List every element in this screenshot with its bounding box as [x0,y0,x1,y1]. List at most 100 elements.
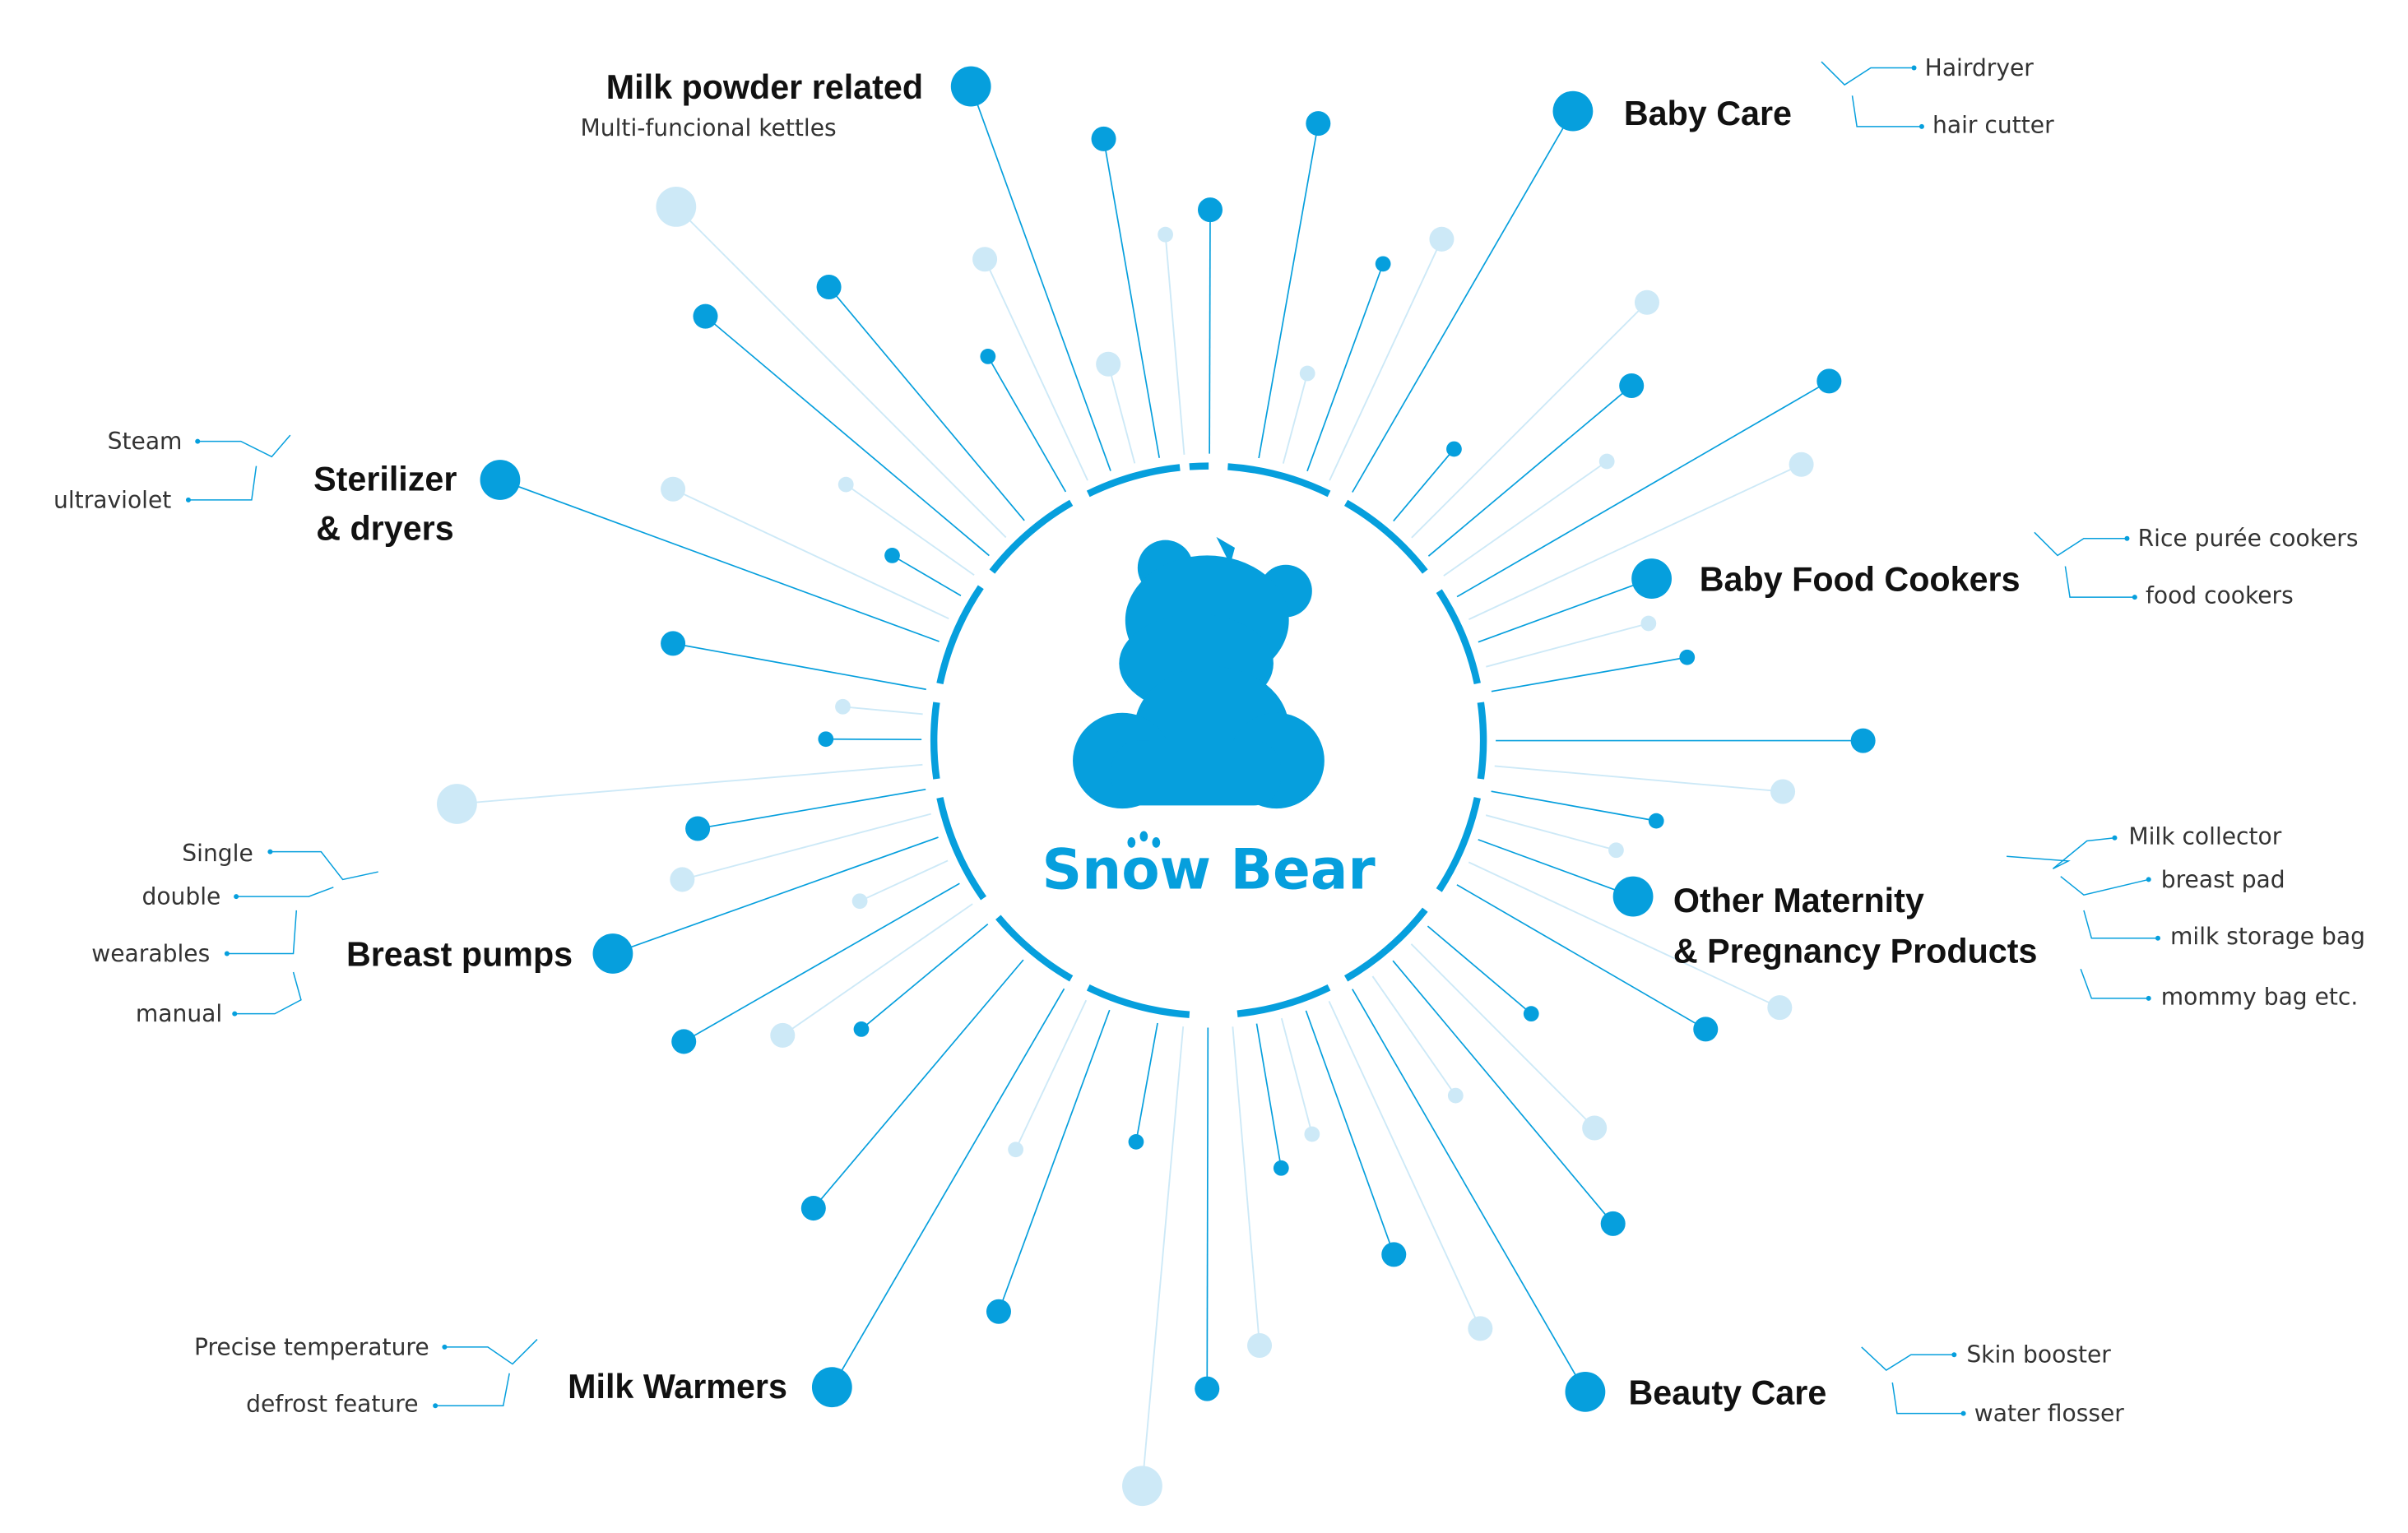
category-item: breast pad [2161,866,2285,893]
connector-line [2080,968,2149,999]
ray-dot [1273,1160,1289,1176]
ray-dot [1247,1333,1273,1359]
ray [671,882,960,1054]
connector-line [1891,1382,1964,1415]
ray [1329,226,1455,481]
ray-dot [437,784,477,824]
ray-line [1206,1027,1209,1389]
ray-dot [1789,452,1814,477]
ray [811,988,1065,1408]
ring-segment [1343,907,1428,982]
ray-dot [670,867,695,892]
ray [1352,90,1594,493]
ray [1468,861,1793,1021]
ray [1411,289,1659,539]
ray [1197,197,1223,454]
ray-dot [1375,256,1391,272]
ray [592,836,939,974]
ring-segment [936,797,987,901]
ray-line [1258,123,1320,459]
connector-line [444,1339,538,1365]
ray-dot [480,460,521,500]
ring-segment [1086,984,1190,1018]
ray-line [1352,989,1586,1392]
ray-line [683,882,960,1043]
category-item: food cookers [2146,582,2294,609]
ray-line [1014,999,1088,1151]
ray [480,460,940,642]
ray [818,731,922,748]
category-item: Precise temperature [194,1333,429,1360]
ray-dot [592,933,633,974]
center-ring [930,462,1487,1018]
ray-dot [1612,876,1654,917]
connector-line [270,850,378,881]
ray-dot [1008,1142,1023,1158]
ray-line [672,642,926,691]
ray [1091,126,1161,458]
ray-dot [1523,1006,1539,1022]
connector-line [226,910,298,955]
connector-dot [2146,995,2151,1001]
ray-dot [1565,1371,1606,1412]
ray-dot [800,1196,826,1221]
category-item: manual [136,1000,222,1027]
ray [1232,1026,1273,1359]
ray-line [457,763,923,805]
ray-line [1282,373,1309,464]
ray-line [1352,110,1574,493]
ray [1468,452,1814,620]
ray [1282,365,1315,464]
ray-dot [972,247,998,272]
ring-segment [1086,464,1181,498]
ray-line [1306,263,1384,472]
ray-dot [853,1021,870,1037]
ray-dot [1598,453,1615,470]
ray-dot [1128,1134,1144,1150]
category-title: & dryers [316,510,453,548]
ray-dot [1631,558,1672,599]
ray-dot [835,698,851,715]
category-item: water flosser [1974,1400,2125,1427]
ray [1485,814,1624,859]
ray [800,959,1024,1221]
ray [1122,1026,1185,1507]
ray [1393,441,1462,522]
ray [661,631,926,691]
connector-line [234,971,302,1015]
ray-dot [1299,365,1315,382]
ray-dot [656,187,697,227]
ray-line [682,813,931,881]
connector-line [2007,837,2115,869]
ray [816,274,1025,521]
ray-line [1485,814,1617,851]
ray-line [675,206,1007,539]
ring-segment [1236,984,1331,1017]
ray-line [782,903,973,1036]
ray-dot [1850,728,1876,753]
ray-line [1468,463,1802,620]
ray-dot [1306,111,1331,137]
ray-line [861,923,989,1030]
category-item: Skin booster [1966,1341,2111,1369]
connector-line [2083,910,2158,939]
connector-line [435,1373,510,1406]
ray [1280,1017,1320,1142]
connector-dot [232,1011,238,1017]
ray-line [1491,656,1687,692]
ray-line [612,836,939,955]
ray-line [1443,461,1608,577]
category-item: double [142,882,221,910]
connector-line [1851,95,1922,127]
snow-bear-logo: Snow Bear [1042,536,1376,902]
ray-dot [1582,1115,1608,1141]
connector-line [1861,1346,1955,1372]
ray [1491,649,1696,692]
ray [1306,256,1391,472]
ray [1392,960,1626,1236]
category-item: Hairdryer [1925,54,2035,81]
ray [851,859,949,910]
ray-dot [851,893,868,910]
ray-dot [1381,1242,1407,1267]
category-title: Milk Warmers [568,1368,787,1406]
